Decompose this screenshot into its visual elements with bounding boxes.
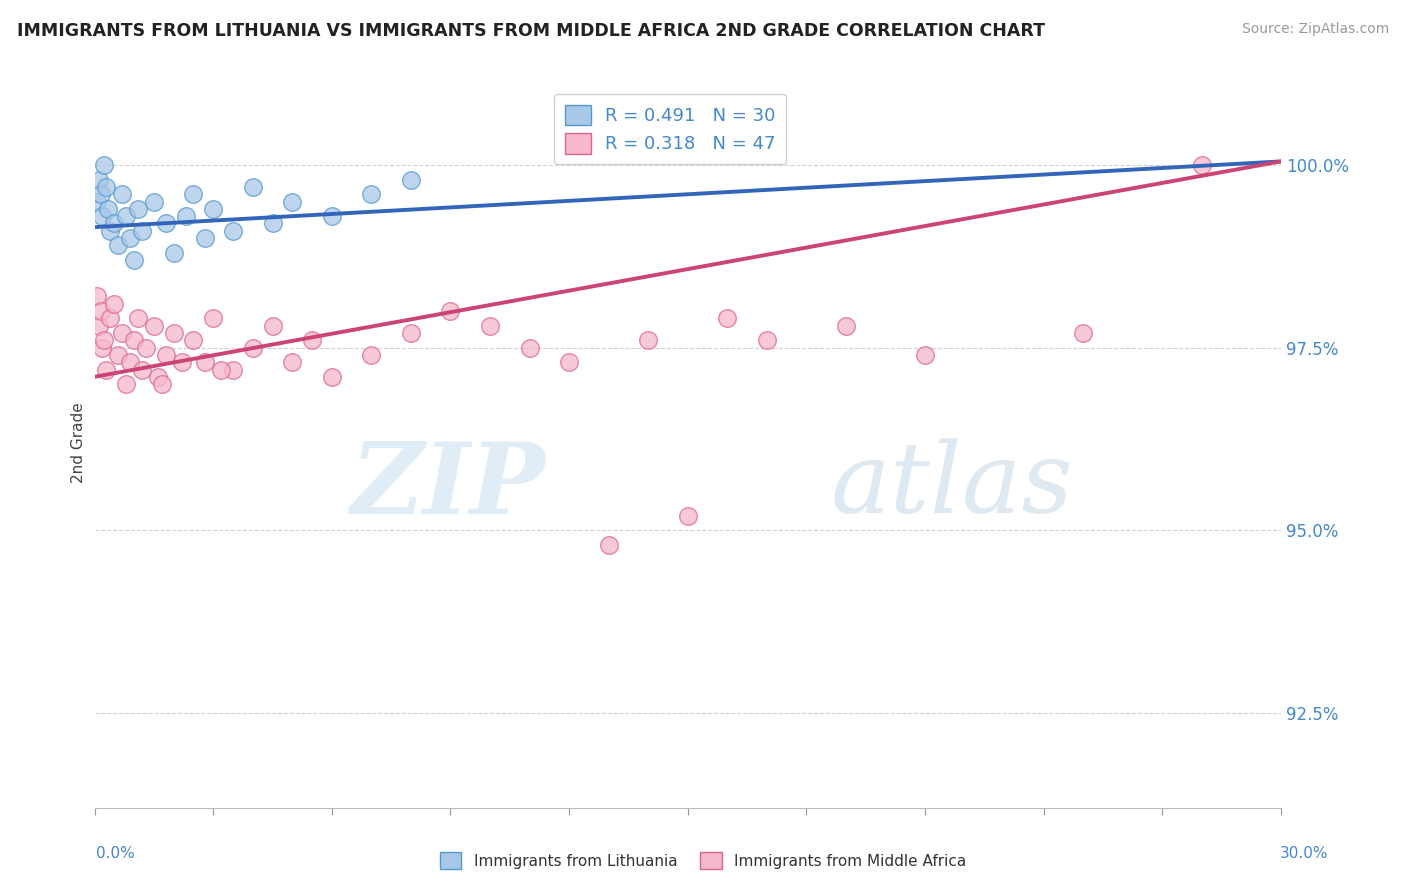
Point — [155, 217, 177, 231]
Point — [163, 326, 186, 340]
Text: atlas: atlas — [830, 439, 1073, 534]
Point — [194, 355, 217, 369]
Point — [637, 334, 659, 348]
Point — [131, 362, 153, 376]
Point — [360, 348, 382, 362]
Point — [120, 231, 142, 245]
Point — [93, 334, 115, 348]
Point — [87, 172, 110, 186]
Point — [222, 224, 245, 238]
Point — [262, 318, 284, 333]
Point — [107, 238, 129, 252]
Point — [222, 362, 245, 376]
Point — [115, 209, 138, 223]
Point — [1191, 158, 1213, 172]
Point — [93, 158, 115, 172]
Point — [209, 362, 232, 376]
Point — [301, 334, 323, 348]
Point — [202, 311, 225, 326]
Text: ZIP: ZIP — [350, 438, 546, 534]
Point — [142, 318, 165, 333]
Point — [242, 180, 264, 194]
Point — [89, 304, 111, 318]
Point — [155, 348, 177, 362]
Point — [103, 297, 125, 311]
Point — [1071, 326, 1094, 340]
Legend: Immigrants from Lithuania, Immigrants from Middle Africa: Immigrants from Lithuania, Immigrants fr… — [434, 846, 972, 875]
Point — [174, 209, 197, 223]
Point — [127, 202, 149, 216]
Point — [163, 245, 186, 260]
Text: 30.0%: 30.0% — [1281, 847, 1329, 861]
Point — [676, 508, 699, 523]
Point — [135, 341, 157, 355]
Y-axis label: 2nd Grade: 2nd Grade — [72, 402, 86, 483]
Point — [360, 187, 382, 202]
Point — [242, 341, 264, 355]
Point — [127, 311, 149, 326]
Point — [86, 194, 108, 209]
Point — [100, 311, 122, 326]
Point — [598, 538, 620, 552]
Point — [86, 289, 108, 303]
Point — [914, 348, 936, 362]
Point — [146, 369, 169, 384]
Point — [321, 209, 343, 223]
Point — [96, 180, 118, 194]
Point — [439, 304, 461, 318]
Point — [111, 326, 134, 340]
Point — [87, 318, 110, 333]
Point — [519, 341, 541, 355]
Point — [131, 224, 153, 238]
Point — [281, 355, 304, 369]
Point — [202, 202, 225, 216]
Point — [111, 187, 134, 202]
Point — [120, 355, 142, 369]
Point — [122, 334, 145, 348]
Point — [107, 348, 129, 362]
Point — [122, 252, 145, 267]
Point — [281, 194, 304, 209]
Point — [97, 202, 120, 216]
Point — [170, 355, 193, 369]
Point — [321, 369, 343, 384]
Text: Source: ZipAtlas.com: Source: ZipAtlas.com — [1241, 22, 1389, 37]
Point — [835, 318, 858, 333]
Text: 0.0%: 0.0% — [96, 847, 135, 861]
Point — [399, 172, 422, 186]
Point — [262, 217, 284, 231]
Point — [183, 334, 205, 348]
Point — [399, 326, 422, 340]
Point — [194, 231, 217, 245]
Point — [91, 341, 114, 355]
Legend: R = 0.491   N = 30, R = 0.318   N = 47: R = 0.491 N = 30, R = 0.318 N = 47 — [554, 94, 786, 164]
Point — [479, 318, 502, 333]
Text: IMMIGRANTS FROM LITHUANIA VS IMMIGRANTS FROM MIDDLE AFRICA 2ND GRADE CORRELATION: IMMIGRANTS FROM LITHUANIA VS IMMIGRANTS … — [17, 22, 1045, 40]
Point — [183, 187, 205, 202]
Point — [89, 187, 111, 202]
Point — [716, 311, 738, 326]
Point — [150, 377, 173, 392]
Point — [96, 362, 118, 376]
Point — [142, 194, 165, 209]
Point — [100, 224, 122, 238]
Point — [103, 217, 125, 231]
Point — [115, 377, 138, 392]
Point — [755, 334, 778, 348]
Point — [558, 355, 581, 369]
Point — [91, 209, 114, 223]
